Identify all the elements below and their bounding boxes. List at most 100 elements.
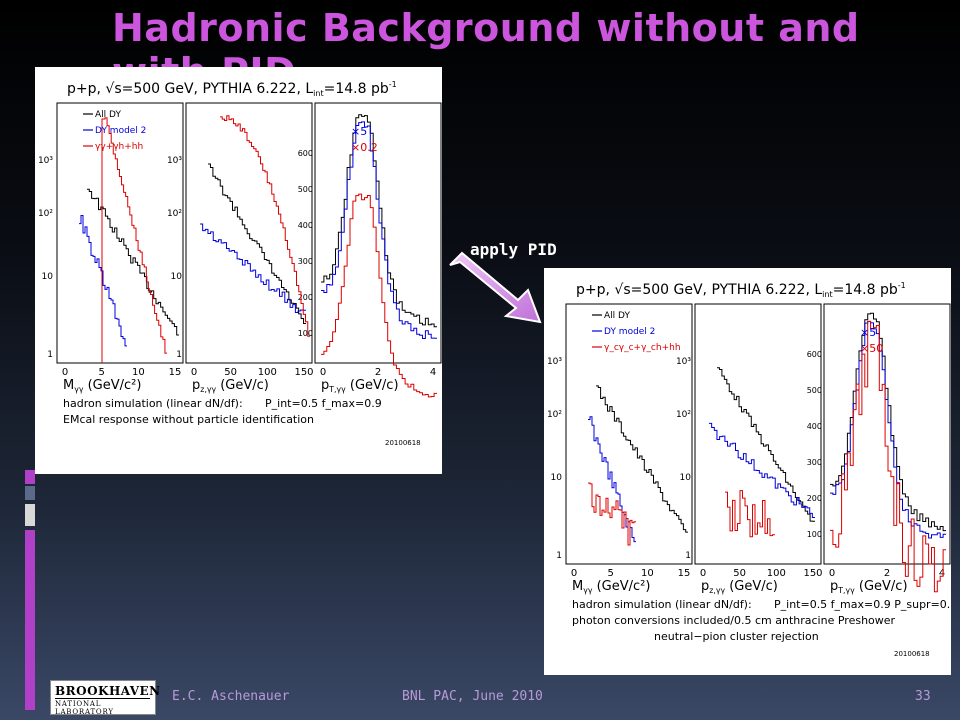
apply-pid-label: apply PID	[470, 240, 557, 259]
scale-label-red: ×50	[860, 342, 883, 355]
apply-arrow-icon	[449, 251, 542, 324]
ytick-log-label: 10	[680, 473, 692, 483]
ytick-log-label: 1	[176, 350, 182, 360]
ytick-log-label: 10	[551, 473, 563, 483]
hist-all-dy	[321, 114, 437, 328]
legend-background-label: γ_cγ_c+γ_ch+hh	[604, 343, 681, 353]
brookhaven-logo: BROOKHAVEN NATIONAL LABORATORY	[50, 680, 160, 716]
xaxis-title: pz,γγ (GeV/c)	[192, 378, 269, 394]
footer-author: E.C. Aschenauer	[172, 689, 290, 704]
xtick-label: 100	[767, 568, 786, 579]
hist-dy-model2	[709, 422, 815, 518]
date-stamp: 20100618	[894, 650, 930, 658]
xaxis-title: pT,γγ (GeV/c)	[321, 378, 399, 394]
caption-line1: hadron simulation (linear dN/df):	[572, 598, 752, 611]
ytick-log-label: 1	[47, 350, 53, 360]
xtick-label: 50	[733, 568, 746, 579]
ytick-log-label: 10	[171, 272, 183, 282]
ytick-lin-label: 500	[807, 386, 822, 395]
caption-line2: EMcal response without particle identifi…	[63, 413, 314, 426]
ytick-log-label: 10³	[167, 156, 182, 166]
logo-line2: NATIONAL LABORATORY	[55, 700, 114, 716]
histogram-figure-left: p+p, √s=500 GeV, PYTHIA 6.222, Lint=14.8…	[38, 80, 442, 447]
panel-mass-frame	[56, 102, 184, 364]
ytick-log-label: 1	[556, 551, 562, 561]
xtick-label: 5	[607, 568, 613, 579]
caption-line3: neutral−pion cluster rejection	[654, 630, 819, 643]
xaxis-title: pT,γγ (GeV/c)	[830, 579, 908, 595]
hist-all-dy	[596, 385, 688, 533]
ytick-lin-label: 600	[298, 149, 313, 158]
legend-background-label: γγ+γh+hh	[95, 142, 143, 152]
ytick-log-label: 10³	[38, 156, 53, 166]
hist-background	[321, 193, 437, 398]
ytick-lin-label: 400	[807, 422, 822, 431]
ytick-lin-label: 400	[298, 221, 313, 230]
figure-with-pid: p+p, √s=500 GeV, PYTHIA 6.222, Lint=14.8…	[544, 268, 951, 675]
xtick-label: 0	[829, 568, 835, 579]
legend-dy-model2-label: DY model 2	[604, 327, 655, 337]
figure-header: p+p, √s=500 GeV, PYTHIA 6.222, Lint=14.8…	[576, 281, 906, 299]
xaxis-title: Mγγ (GeV/c²)	[572, 579, 650, 595]
ytick-log-label: 10²	[676, 410, 691, 420]
ytick-log-label: 1	[685, 551, 691, 561]
xtick-label: 50	[224, 367, 237, 378]
ytick-log-label: 10	[42, 272, 54, 282]
hist-all-dy	[208, 163, 306, 325]
hist-background	[830, 321, 946, 593]
scale-label-red: ×0.2	[351, 141, 378, 154]
figure-header: p+p, √s=500 GeV, PYTHIA 6.222, Lint=14.8…	[67, 80, 397, 98]
ytick-lin-label: 500	[298, 185, 313, 194]
hist-background	[101, 117, 167, 363]
hist-dy-model2	[79, 215, 127, 347]
ytick-lin-label: 600	[807, 350, 822, 359]
xtick-label: 4	[939, 568, 945, 579]
ytick-lin-label: 300	[807, 458, 822, 467]
hist-background	[588, 482, 636, 546]
logo-line1: BROOKHAVEN	[55, 684, 161, 698]
xtick-label: 2	[375, 367, 381, 378]
ytick-lin-label: 200	[298, 293, 313, 302]
xtick-label: 15	[678, 568, 691, 579]
xtick-label: 0	[62, 367, 68, 378]
figure-without-pid: p+p, √s=500 GeV, PYTHIA 6.222, Lint=14.8…	[35, 67, 442, 474]
ytick-lin-label: 200	[807, 494, 822, 503]
xtick-label: 150	[294, 367, 313, 378]
xaxis-title: pz,γγ (GeV/c)	[701, 579, 778, 595]
footer-event: BNL PAC, June 2010	[402, 689, 543, 704]
hist-dy-model2	[200, 223, 306, 314]
panel-pt-frame	[314, 102, 442, 364]
panel-pt-frame	[823, 303, 951, 565]
hist-dy-model2	[830, 320, 946, 539]
histogram-figure-right: p+p, √s=500 GeV, PYTHIA 6.222, Lint=14.8…	[547, 281, 951, 658]
panel-pz-frame	[694, 303, 822, 565]
hist-all-dy	[87, 188, 179, 336]
xtick-label: 5	[98, 367, 104, 378]
ytick-lin-label: 100	[807, 530, 822, 539]
hist-all-dy	[717, 367, 815, 522]
xtick-label: 0	[191, 367, 197, 378]
date-stamp: 20100618	[385, 439, 421, 447]
ytick-log-label: 10²	[167, 209, 182, 219]
scale-label-blue: ×5	[860, 326, 876, 339]
legend-dy-model2-label: DY model 2	[95, 126, 146, 136]
ytick-log-label: 10²	[38, 209, 53, 219]
legend-all-dy-label: All DY	[604, 311, 630, 321]
caption-params: P_int=0.5 f_max=0.9 P_supr=0.95	[774, 598, 951, 611]
ytick-log-label: 10³	[547, 357, 562, 367]
hist-dy-model2	[588, 416, 636, 543]
caption-line1: hadron simulation (linear dN/df):	[63, 397, 243, 410]
panel-mass-frame	[565, 303, 693, 565]
ytick-lin-label: 300	[298, 257, 313, 266]
xtick-label: 0	[700, 568, 706, 579]
hist-dy-model2	[321, 121, 437, 340]
ytick-lin-label: 100	[298, 329, 313, 338]
xtick-label: 150	[803, 568, 822, 579]
xtick-label: 0	[320, 367, 326, 378]
xtick-label: 10	[132, 367, 145, 378]
caption-line2: photon conversions included/0.5 cm anthr…	[572, 614, 896, 627]
hist-background	[220, 115, 310, 337]
xtick-label: 15	[169, 367, 182, 378]
xtick-label: 10	[641, 568, 654, 579]
xtick-label: 2	[884, 568, 890, 579]
